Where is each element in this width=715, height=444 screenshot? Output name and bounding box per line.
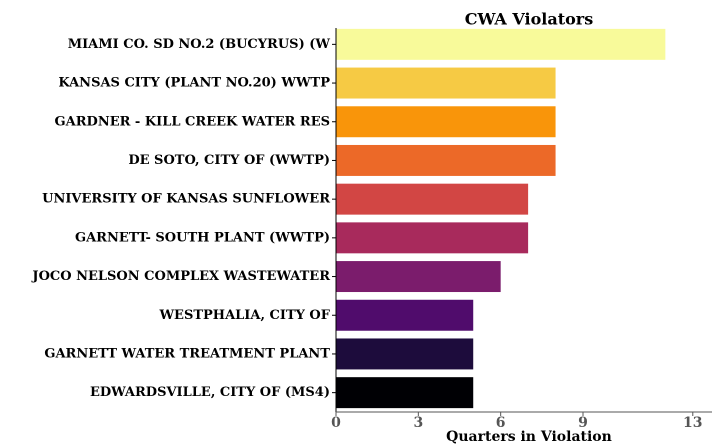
y-tick-label: UNIVERSITY OF KANSAS SUNFLOWER (42, 192, 330, 207)
bar (336, 28, 666, 60)
bar (336, 377, 474, 409)
x-tick-label: 9 (578, 415, 588, 431)
x-tick-label: 13 (683, 415, 702, 431)
y-tick-label: EDWARDSVILLE, CITY OF (MS4) (90, 385, 330, 400)
y-tick-label: GARNETT WATER TREATMENT PLANT (44, 346, 330, 361)
chart-title: CWA Violators (465, 10, 594, 29)
x-axis-label: Quarters in Violation (446, 429, 612, 444)
bar (336, 261, 501, 293)
bar (336, 67, 556, 99)
bar (336, 144, 556, 176)
x-tick-label: 6 (496, 415, 506, 431)
y-tick-label: MIAMI CO. SD NO.2 (BUCYRUS) (W (68, 37, 331, 52)
y-tick-label: KANSAS CITY (PLANT NO.20) WWTP (58, 76, 330, 91)
bar (336, 222, 529, 254)
x-tick-label: 3 (413, 415, 423, 431)
bar (336, 183, 529, 215)
y-tick-label: GARDNER - KILL CREEK WATER RES (55, 114, 330, 129)
y-tick-label: DE SOTO, CITY OF (WWTP) (128, 153, 330, 168)
y-tick-label: GARNETT- SOUTH PLANT (WWTP) (75, 230, 330, 245)
y-tick-label: JOCO NELSON COMPLEX WASTEWATER (31, 269, 330, 284)
bar (336, 338, 474, 370)
x-tick-label: 0 (331, 415, 341, 431)
bar (336, 106, 556, 138)
bar (336, 299, 474, 331)
y-tick-label: WESTPHALIA, CITY OF (158, 308, 330, 323)
